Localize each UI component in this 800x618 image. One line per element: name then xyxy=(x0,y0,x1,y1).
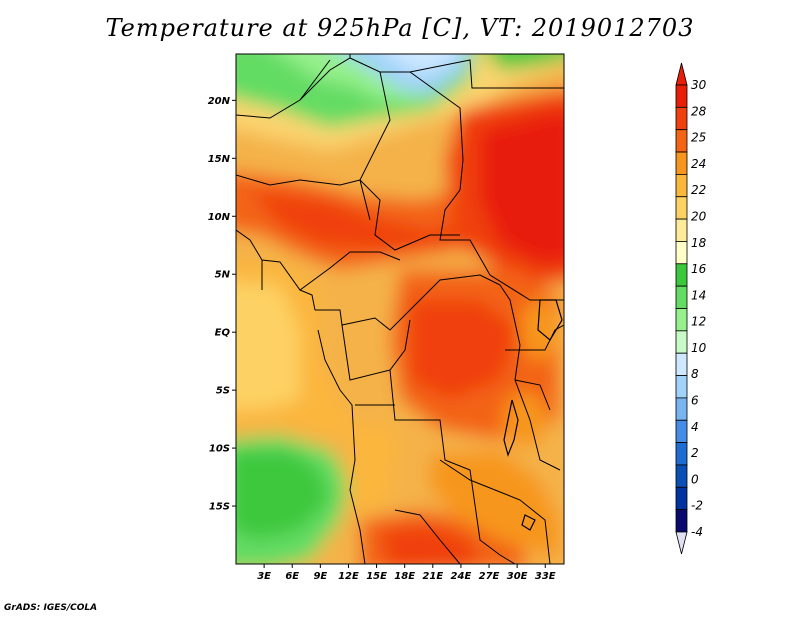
colorbar-swatch xyxy=(675,442,688,466)
colorbar-swatch xyxy=(675,106,688,131)
colorbar-label: 6 xyxy=(691,394,699,408)
colorbar-label: 28 xyxy=(691,104,707,118)
colorbar-swatch xyxy=(675,509,688,533)
temperature-field xyxy=(236,54,564,564)
colorbar-swatch xyxy=(675,173,688,198)
colorbar-swatch xyxy=(675,218,688,242)
lon-tick-label: 3E xyxy=(257,571,271,582)
lat-tick-label: 10S xyxy=(209,444,230,455)
colorbar-swatch xyxy=(675,308,688,332)
colorbar-swatch xyxy=(675,263,688,287)
lon-tick-label: 21E xyxy=(422,571,443,582)
colorbar-label: 14 xyxy=(691,288,706,302)
colorbar-label: 12 xyxy=(691,315,706,329)
lon-tick-label: 30E xyxy=(507,571,528,582)
credit-label: GrADS: IGES/COLA xyxy=(4,603,98,613)
lon-tick-label: 9E xyxy=(313,571,327,582)
colorbar-swatch xyxy=(675,330,688,354)
colorbar-label: 4 xyxy=(691,420,699,434)
colorbar-swatch xyxy=(675,285,688,309)
colorbar-label: 22 xyxy=(691,183,706,197)
longitude-ticks: 3E 6E 9E 12E 15E 18E 21E 24E 27E 30E 33E xyxy=(257,564,556,582)
map-title: Temperature at 925hPa [C], VT: 201901270… xyxy=(105,14,695,42)
lat-tick-label: 20N xyxy=(208,96,231,107)
colorbar-label: 18 xyxy=(691,236,707,250)
colorbar-label: -2 xyxy=(691,499,703,513)
colorbar-swatch xyxy=(675,419,688,444)
colorbar-label: 10 xyxy=(691,341,707,355)
colorbar-label: 0 xyxy=(691,472,699,486)
lon-tick-label: 24E xyxy=(451,571,472,582)
colorbar-swatch xyxy=(675,352,688,376)
lon-tick-label: 6E xyxy=(285,571,299,582)
lat-tick-label: 10N xyxy=(208,212,231,223)
colorbar-label: 20 xyxy=(691,209,707,223)
colorbar-swatch xyxy=(675,486,688,511)
lat-tick-label: EQ xyxy=(215,328,231,339)
colorbar-bottom-arrow xyxy=(675,531,688,555)
colorbar-label: 30 xyxy=(691,78,707,92)
lon-tick-label: 15E xyxy=(366,571,387,582)
lon-tick-label: 18E xyxy=(394,571,415,582)
colorbar-label: -4 xyxy=(691,525,703,539)
colorbar-top-arrow xyxy=(675,62,688,86)
colorbar-label: 24 xyxy=(691,157,706,171)
colorbar-swatch xyxy=(675,375,688,399)
colorbar-swatch xyxy=(675,464,688,488)
colorbar-swatch xyxy=(675,84,688,108)
colorbar-swatch xyxy=(675,196,688,220)
lon-tick-label: 27E xyxy=(479,571,500,582)
colorbar-label: 2 xyxy=(691,446,699,460)
colorbar-swatch xyxy=(675,397,688,421)
colorbar-label: 25 xyxy=(691,131,706,145)
lat-tick-label: 15N xyxy=(208,154,231,165)
lat-tick-label: 5N xyxy=(215,270,231,281)
lon-tick-label: 12E xyxy=(338,571,359,582)
colorbar-label: 8 xyxy=(691,367,699,381)
lat-tick-label: 5S xyxy=(216,386,230,397)
colorbar-swatch xyxy=(675,129,688,153)
latitude-ticks: 20N 15N 10N 5N EQ 5S 10S 15S xyxy=(208,96,236,513)
colorbar-swatch xyxy=(675,151,688,175)
plot-frame xyxy=(235,53,565,565)
lat-tick-label: 15S xyxy=(209,502,230,513)
lon-tick-label: 33E xyxy=(535,571,556,582)
colorbar-swatch xyxy=(675,241,688,265)
colorbar-label: 16 xyxy=(691,262,707,276)
